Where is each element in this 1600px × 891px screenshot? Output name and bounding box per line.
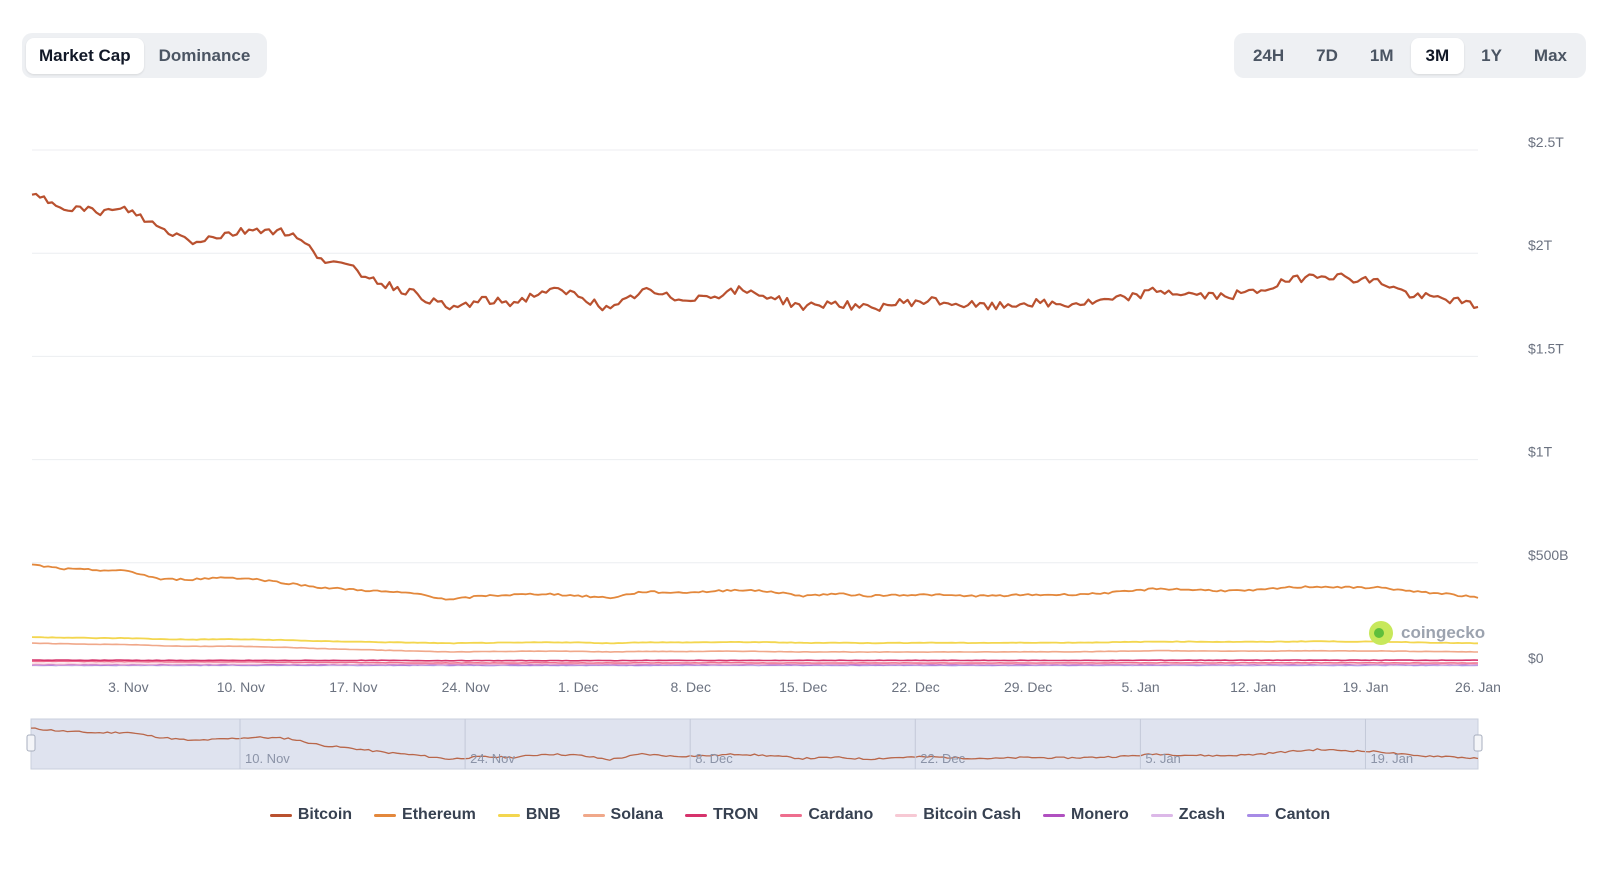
legend-item-solana[interactable]: Solana [582,806,663,824]
legend-label: Bitcoin Cash [923,806,1022,823]
legend-swatch [582,813,605,817]
legend-swatch [1150,813,1173,817]
x-tick-label: 12. Jan [1230,679,1276,695]
chart-legend: Bitcoin Ethereum BNB Solana TRON Cardano Bitco… [0,806,1600,824]
range-3m-button[interactable]: 3M [1410,37,1465,74]
metric-toggle: Market Cap Dominance [22,33,268,78]
legend-label: Canton [1275,806,1331,823]
range-toggle: 24H 7D 1M 3M 1Y Max [1233,33,1586,78]
watermark-text: coingecko [1401,623,1486,642]
navigator-series-line [30,727,1479,761]
series-line-solana [31,642,1478,653]
tab-market-cap[interactable]: Market Cap [26,37,144,74]
navigator-tick-label: 8. Dec [695,751,733,766]
series-line-cardano [31,660,1479,664]
legend-item-tron[interactable]: TRON [684,806,759,824]
gecko-logo-icon [1369,621,1393,645]
y-tick-label: $500B [1528,547,1568,563]
legend-item-canton[interactable]: Canton [1247,806,1330,824]
legend-item-zcash[interactable]: Zcash [1150,806,1226,824]
range-max-button[interactable]: Max [1519,38,1582,74]
range-1y-button[interactable]: 1Y [1466,38,1517,74]
legend-swatch [374,813,397,817]
series-line-ethereum [31,563,1479,601]
legend-label: Solana [610,806,663,823]
legend-label: Zcash [1178,806,1226,823]
x-tick-label: 5. Jan [1122,679,1160,695]
navigator-tick-label: 10. Nov [245,751,290,766]
x-tick-label: 17. Nov [329,679,377,695]
x-tick-label: 22. Dec [892,679,940,695]
legend-swatch [497,813,520,817]
legend-label: BNB [525,806,561,823]
navigator-tick-label: 22. Dec [920,751,965,766]
legend-swatch [269,813,292,817]
legend-item-cardano[interactable]: Cardano [780,806,873,824]
series-line-bnb [31,636,1479,645]
coingecko-watermark: coingecko [1369,621,1485,645]
navigator-tick-label: 19. Jan [1370,751,1413,766]
y-tick-label: $2.5T [1528,134,1564,150]
legend-swatch [1043,813,1066,817]
x-tick-label: 19. Jan [1343,679,1389,695]
legend-swatch [780,813,803,817]
legend-label: TRON [712,806,759,823]
range-1m-button[interactable]: 1M [1355,38,1409,74]
legend-label: Cardano [808,806,874,823]
legend-label: Ethereum [402,806,476,823]
legend-item-ethereum[interactable]: Ethereum [374,806,476,824]
series-line-tron [31,659,1479,662]
x-tick-label: 15. Dec [779,679,827,695]
x-tick-label: 3. Nov [108,679,148,695]
tab-dominance[interactable]: Dominance [146,38,264,74]
legend-item-bnb[interactable]: BNB [497,806,561,824]
series-line-bitcoin [31,192,1479,312]
legend-label: Monero [1071,806,1129,823]
legend-label: Bitcoin [297,806,353,823]
y-tick-label: $0 [1528,650,1544,666]
navigator-window [30,718,1479,770]
x-tick-label: 26. Jan [1455,679,1501,695]
x-tick-label: 10. Nov [217,679,265,695]
range-24h-button[interactable]: 24H [1238,38,1299,74]
legend-swatch [1247,813,1270,817]
legend-swatch [895,813,918,817]
x-tick-label: 29. Dec [1004,679,1052,695]
x-tick-label: 24. Nov [442,679,490,695]
navigator-handle-left[interactable] [26,734,36,752]
navigator-handle-right[interactable] [1473,734,1483,752]
x-tick-label: 1. Dec [558,679,598,695]
y-tick-label: $1T [1528,444,1553,460]
x-tick-label: 8. Dec [670,679,710,695]
range-7d-button[interactable]: 7D [1301,38,1353,74]
legend-item-monero[interactable]: Monero [1043,806,1129,824]
navigator-tick-label: 24. Nov [470,751,515,766]
y-tick-label: $1.5T [1528,340,1564,356]
legend-item-bitcoin[interactable]: Bitcoin [269,806,353,824]
legend-swatch [684,813,707,817]
legend-item-bitcoin-cash[interactable]: Bitcoin Cash [895,806,1021,824]
navigator-tick-label: 5. Jan [1145,751,1180,766]
y-tick-label: $2T [1528,237,1553,253]
